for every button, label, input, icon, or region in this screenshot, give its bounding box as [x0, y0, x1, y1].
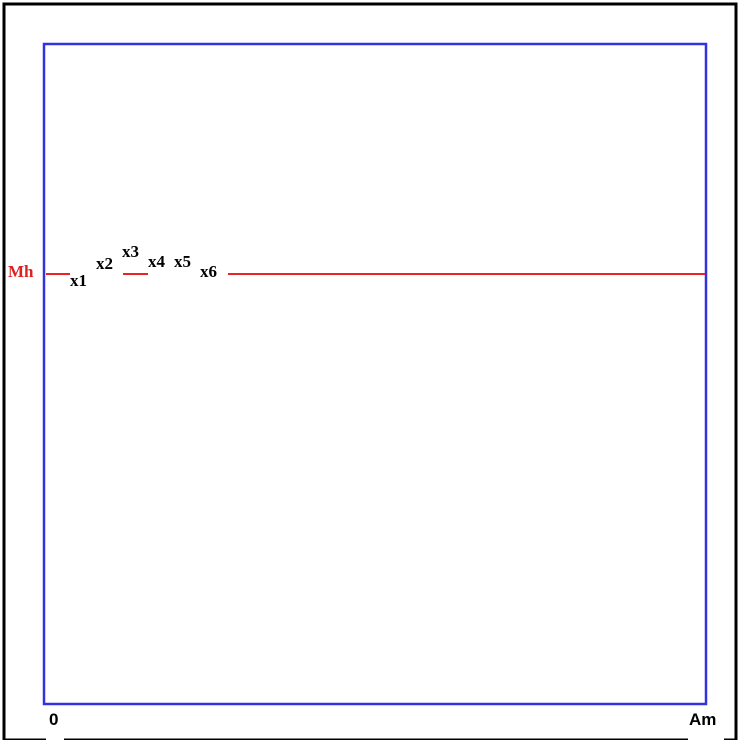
- am-label-backing: [688, 706, 724, 740]
- point-label-x5: x5: [174, 252, 191, 271]
- zero-label-backing: [46, 706, 64, 740]
- x-start-label: 0: [49, 710, 58, 729]
- plot-box: [42, 42, 708, 706]
- mh-label: Mh: [8, 262, 34, 281]
- x-end-label: Am: [689, 710, 716, 729]
- point-label-x3: x3: [122, 242, 139, 261]
- point-label-x4: x4: [148, 252, 166, 271]
- point-label-x1: x1: [70, 271, 87, 290]
- point-label-x6: x6: [200, 262, 217, 281]
- point-label-x2: x2: [96, 254, 113, 273]
